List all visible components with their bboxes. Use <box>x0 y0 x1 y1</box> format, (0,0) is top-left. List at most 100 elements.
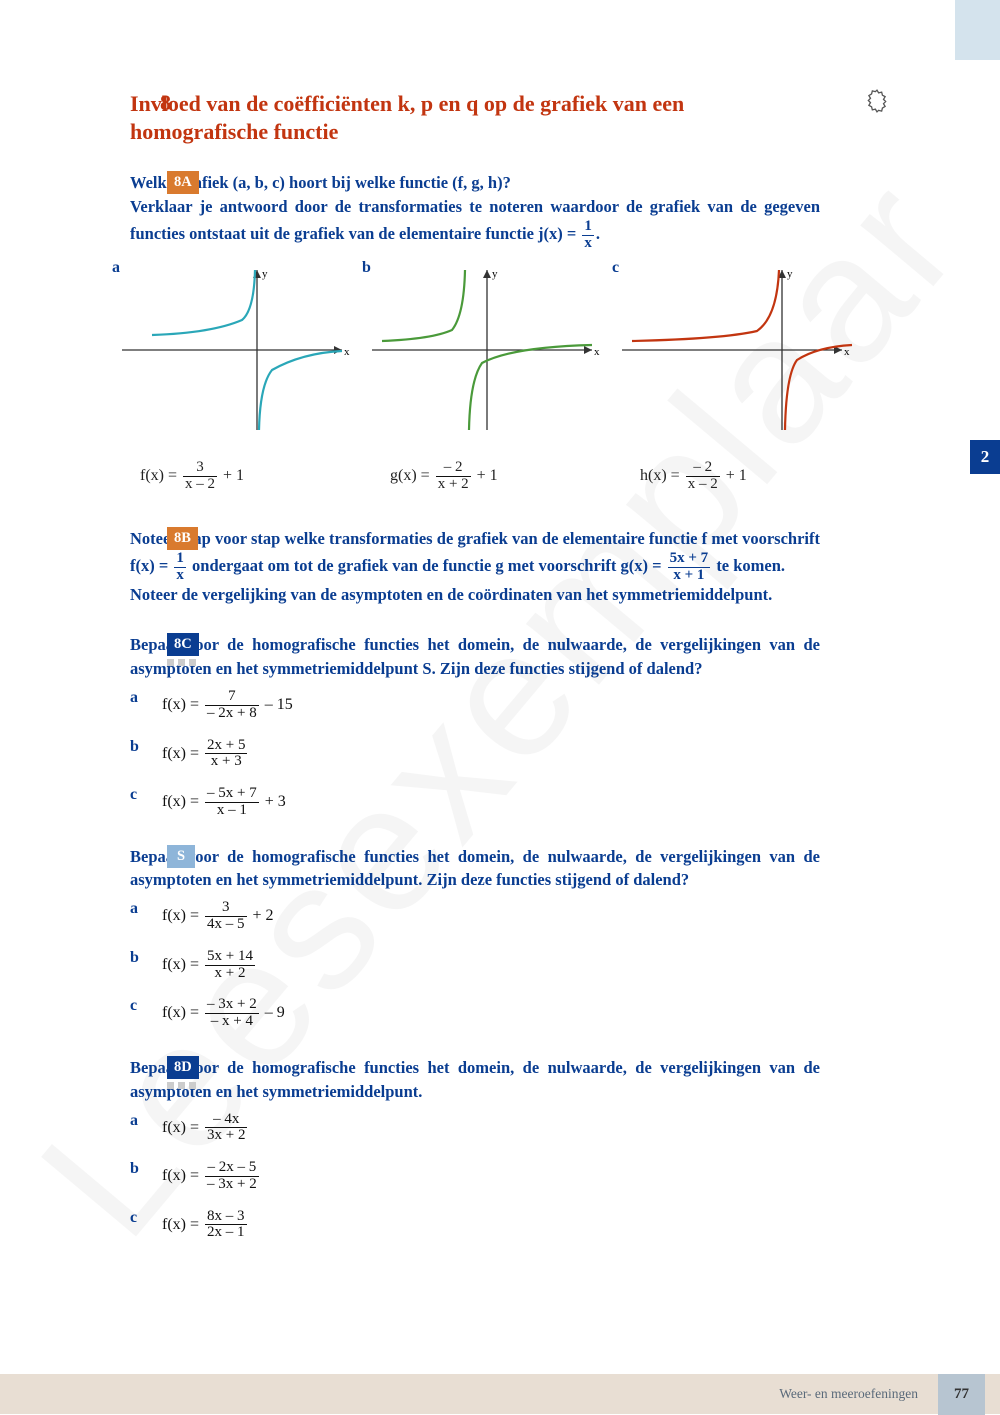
function-row: f(x) = 3x – 2 + 1 g(x) = – 2x + 2 + 1 h(… <box>140 460 915 493</box>
section-number: 8 <box>160 90 171 116</box>
frac-den: x + 3 <box>205 754 247 770</box>
axis-x: x <box>594 346 600 358</box>
axis-y: y <box>787 268 793 280</box>
item-formula: f(x) = – 2x – 5– 3x + 2 <box>162 1160 261 1193</box>
frac-num: 5x + 7 <box>668 551 711 568</box>
item-formula: f(x) = – 5x + 7x – 1 + 3 <box>162 786 286 819</box>
q8c-text: Bepaal voor de homografische functies he… <box>130 633 820 681</box>
func-lhs: h(x) = <box>640 467 684 484</box>
page-footer: Weer- en meeroefeningen 77 <box>0 1374 1000 1414</box>
func-h: h(x) = – 2x – 2 + 1 <box>640 460 890 493</box>
frac-den: x <box>174 568 186 584</box>
frac-den: – 2x + 8 <box>205 706 259 722</box>
frac-den: 3x + 2 <box>205 1128 247 1144</box>
frac-num: 1 <box>174 551 186 568</box>
frac-num: – 2 <box>436 460 471 477</box>
item-frac: – 4x3x + 2 <box>205 1112 247 1145</box>
badge-8c: 8C <box>167 633 199 656</box>
badge-8b: 8B <box>167 527 198 550</box>
q8b-p2: ondergaat om tot de grafiek van de funct… <box>188 556 666 575</box>
item-frac: 8x – 32x – 1 <box>205 1209 247 1242</box>
chart-c-label: c <box>612 259 619 277</box>
frac-num: 8x – 3 <box>205 1209 247 1226</box>
item-frac: 2x + 5x + 3 <box>205 738 247 771</box>
func-tail: + 1 <box>473 467 498 484</box>
frac-den: x – 2 <box>686 477 720 493</box>
list-item: bf(x) = 5x + 14x + 2 <box>130 949 915 982</box>
difficulty-dots <box>167 1082 196 1089</box>
frac-den: 4x – 5 <box>205 917 247 933</box>
frac-den: x <box>582 236 594 252</box>
func-frac: 3x – 2 <box>183 460 217 493</box>
chart-c-svg: x y <box>612 265 862 435</box>
frac-num: 5x + 14 <box>205 949 255 966</box>
item-formula: f(x) = – 4x3x + 2 <box>162 1112 249 1145</box>
chart-b-svg: x y <box>362 265 612 435</box>
frac-num: – 5x + 7 <box>205 786 259 803</box>
list-item: cf(x) = – 5x + 7x – 1 + 3 <box>130 786 915 819</box>
axis-x: x <box>844 346 850 358</box>
func-frac: – 2x + 2 <box>436 460 471 493</box>
func-g: g(x) = – 2x + 2 + 1 <box>390 460 640 493</box>
func-tail: + 1 <box>722 467 747 484</box>
func-lhs: f(x) = <box>140 467 181 484</box>
q8d-list: af(x) = – 4x3x + 2bf(x) = – 2x – 5– 3x +… <box>130 1112 915 1242</box>
item-frac: – 2x – 5– 3x + 2 <box>205 1160 259 1193</box>
q8b-text: Noteer stap voor stap welke transformati… <box>130 527 820 607</box>
q8a-text: Welke grafiek (a, b, c) hoort bij welke … <box>130 171 820 251</box>
chart-a-label: a <box>112 259 120 277</box>
qs-list: af(x) = 34x – 5 + 2bf(x) = 5x + 14x + 2c… <box>130 900 915 1030</box>
q8a-line2: Verklaar je antwoord door de transformat… <box>130 197 820 243</box>
list-item: cf(x) = – 3x + 2– x + 4 – 9 <box>130 997 915 1030</box>
frac-den: x – 1 <box>205 803 259 819</box>
frac-den: x + 1 <box>668 568 711 584</box>
qs-text: Bepaal voor de homografische functies he… <box>130 845 820 893</box>
item-formula: f(x) = 34x – 5 + 2 <box>162 900 274 933</box>
item-formula: f(x) = 2x + 5x + 3 <box>162 738 249 771</box>
item-frac: 34x – 5 <box>205 900 247 933</box>
q8a-jfrac: 1x <box>582 219 594 252</box>
q8d-text: Bepaal voor de homografische functies he… <box>130 1056 820 1104</box>
item-label: b <box>130 949 162 967</box>
frac-den: x – 2 <box>183 477 217 493</box>
list-item: af(x) = – 4x3x + 2 <box>130 1112 915 1145</box>
frac-num: 1 <box>582 219 594 236</box>
period: . <box>596 224 600 243</box>
frac-den: – x + 4 <box>205 1014 259 1030</box>
footer-label: Weer- en meeroefeningen <box>779 1386 918 1402</box>
item-formula: f(x) = 7– 2x + 8 – 15 <box>162 689 293 722</box>
chart-c: c x y <box>612 265 862 440</box>
item-frac: – 5x + 7x – 1 <box>205 786 259 819</box>
item-formula: f(x) = – 3x + 2– x + 4 – 9 <box>162 997 285 1030</box>
frac-den: 2x – 1 <box>205 1225 247 1241</box>
frac-num: – 2x – 5 <box>205 1160 259 1177</box>
item-frac: – 3x + 2– x + 4 <box>205 997 259 1030</box>
item-frac: 7– 2x + 8 <box>205 689 259 722</box>
badge-8d: 8D <box>167 1056 199 1079</box>
q8c-list: af(x) = 7– 2x + 8 – 15bf(x) = 2x + 5x + … <box>130 689 915 819</box>
chart-a-svg: x y <box>112 265 362 435</box>
frac-den: x + 2 <box>436 477 471 493</box>
q8b-p3: te komen. <box>712 556 785 575</box>
q8b-p4: Noteer de vergelijking van de asymptoten… <box>130 585 772 604</box>
q8b-f1: 1x <box>174 551 186 584</box>
list-item: cf(x) = 8x – 32x – 1 <box>130 1209 915 1242</box>
axis-y: y <box>492 268 498 280</box>
item-frac: 5x + 14x + 2 <box>205 949 255 982</box>
frac-num: 7 <box>205 689 259 706</box>
item-label: c <box>130 1209 162 1227</box>
func-f: f(x) = 3x – 2 + 1 <box>140 460 390 493</box>
frac-num: 3 <box>205 900 247 917</box>
badge-s: S <box>167 845 195 868</box>
item-label: a <box>130 689 162 707</box>
func-frac: – 2x – 2 <box>686 460 720 493</box>
list-item: af(x) = 7– 2x + 8 – 15 <box>130 689 915 722</box>
func-tail: + 1 <box>219 467 244 484</box>
frac-num: – 4x <box>205 1112 247 1129</box>
item-label: c <box>130 786 162 804</box>
difficulty-dots <box>167 659 196 666</box>
item-formula: f(x) = 5x + 14x + 2 <box>162 949 257 982</box>
chart-a: a x y <box>112 265 362 440</box>
item-label: a <box>130 1112 162 1130</box>
func-lhs: g(x) = <box>390 467 434 484</box>
